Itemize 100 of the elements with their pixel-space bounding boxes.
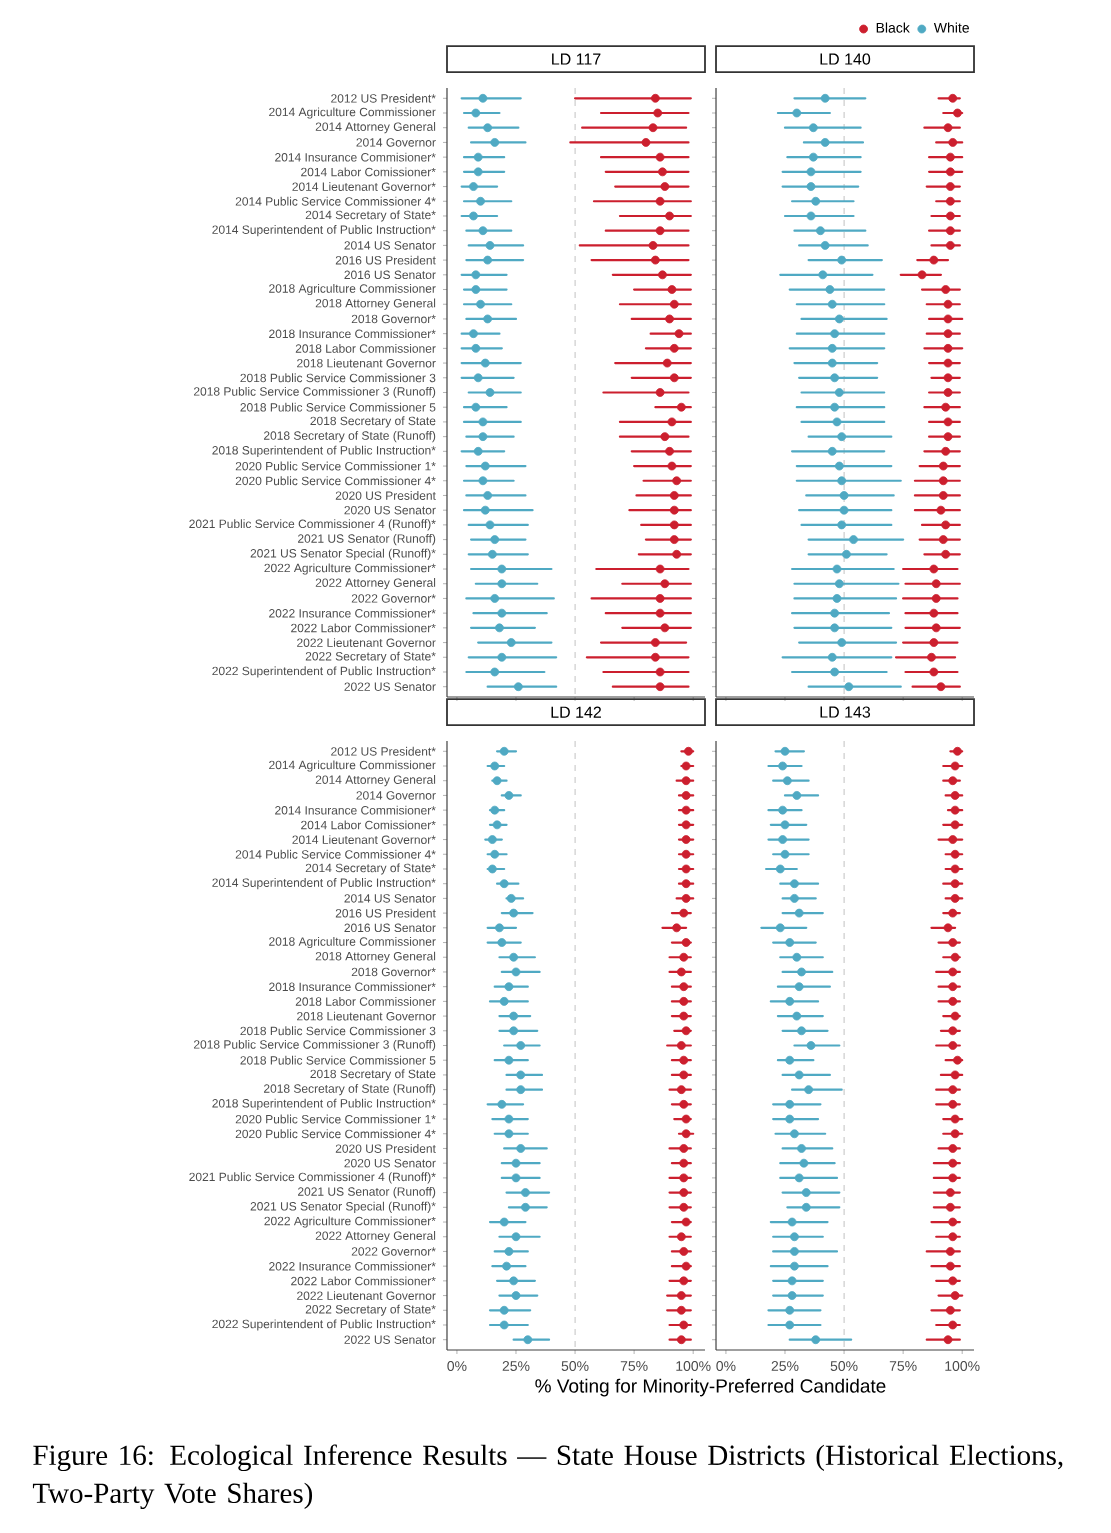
point bbox=[469, 329, 478, 339]
point bbox=[478, 432, 488, 442]
point bbox=[832, 594, 842, 603]
point bbox=[509, 952, 519, 962]
point bbox=[679, 1158, 689, 1168]
point bbox=[660, 182, 670, 191]
point bbox=[806, 182, 816, 191]
point bbox=[497, 608, 507, 618]
point bbox=[471, 108, 481, 118]
point bbox=[681, 820, 691, 830]
point bbox=[834, 388, 844, 397]
y-tick-label: 2018 Secretary of State bbox=[310, 416, 436, 428]
point bbox=[948, 908, 958, 918]
point bbox=[790, 1129, 799, 1139]
point bbox=[945, 1247, 955, 1256]
point bbox=[792, 108, 802, 118]
y-tick-label: 2022 Secretary of State* bbox=[305, 1304, 436, 1316]
point bbox=[834, 314, 844, 324]
point bbox=[485, 520, 495, 530]
y-tick-label: 2018 Public Service Commissioner 5 bbox=[240, 402, 436, 412]
point bbox=[790, 1232, 799, 1242]
point bbox=[787, 1276, 797, 1286]
point bbox=[948, 93, 958, 103]
point bbox=[785, 996, 795, 1006]
y-tick-label: 2018 Secretary of State bbox=[310, 1069, 436, 1081]
point bbox=[650, 638, 660, 647]
point bbox=[669, 535, 679, 544]
point bbox=[676, 967, 686, 977]
point bbox=[674, 329, 684, 339]
point bbox=[832, 564, 842, 574]
y-tick-label: 2014 Insurance Commisioner* bbox=[275, 805, 436, 815]
point bbox=[943, 329, 953, 339]
point bbox=[681, 1217, 691, 1227]
point bbox=[778, 761, 788, 771]
point bbox=[672, 549, 682, 559]
chart-title: LD 140 bbox=[820, 53, 871, 65]
point bbox=[676, 1041, 686, 1050]
point bbox=[943, 432, 953, 442]
point bbox=[511, 1291, 521, 1300]
point bbox=[665, 314, 674, 324]
point bbox=[931, 623, 941, 633]
point bbox=[945, 1202, 955, 1212]
point bbox=[478, 226, 488, 236]
point bbox=[801, 1188, 811, 1198]
point bbox=[794, 982, 804, 992]
point bbox=[516, 1144, 526, 1153]
y-tick-label: 2022 Attorney General bbox=[315, 1231, 436, 1243]
y-tick-label: 2014 Lieutenant Governor* bbox=[292, 182, 436, 191]
point bbox=[490, 805, 500, 815]
y-tick-label: 2018 Labor Commissioner bbox=[295, 996, 436, 1006]
legend-label: White bbox=[933, 22, 969, 33]
point bbox=[787, 1291, 797, 1300]
point bbox=[490, 849, 500, 859]
point bbox=[943, 388, 953, 397]
point bbox=[476, 299, 485, 309]
point bbox=[834, 579, 844, 589]
point bbox=[499, 879, 509, 889]
y-tick-label: 2021 US Senator (Runoff) bbox=[298, 533, 436, 546]
point bbox=[849, 535, 858, 544]
y-tick-label: 2018 Public Service Commissioner 5 bbox=[240, 1055, 436, 1065]
point bbox=[679, 1202, 689, 1212]
point bbox=[669, 373, 679, 383]
point bbox=[948, 1158, 958, 1168]
point bbox=[504, 1247, 514, 1256]
point bbox=[681, 805, 691, 815]
y-tick-label: 2020 US Senator bbox=[344, 505, 436, 515]
point bbox=[945, 1305, 955, 1315]
point bbox=[948, 1099, 958, 1109]
point bbox=[658, 167, 667, 177]
point bbox=[778, 805, 788, 815]
point bbox=[794, 908, 804, 918]
point bbox=[950, 1114, 960, 1124]
point bbox=[655, 667, 665, 677]
point bbox=[806, 211, 816, 221]
point bbox=[950, 1291, 960, 1300]
y-tick-label: 2022 Secretary of State* bbox=[305, 651, 436, 663]
point bbox=[790, 1247, 799, 1256]
point bbox=[785, 1099, 795, 1109]
point bbox=[669, 491, 679, 500]
y-tick-label: 2022 Insurance Commissioner* bbox=[269, 608, 436, 618]
point bbox=[943, 314, 953, 324]
point bbox=[676, 1335, 686, 1345]
point bbox=[948, 996, 958, 1006]
y-tick-label: 2014 Public Service Commissioner 4* bbox=[235, 849, 436, 859]
point bbox=[490, 667, 500, 677]
point bbox=[480, 358, 490, 368]
point bbox=[948, 1276, 958, 1286]
point bbox=[504, 982, 514, 992]
point bbox=[938, 535, 948, 544]
point bbox=[497, 938, 507, 947]
y-tick-label: 2012 US President* bbox=[331, 746, 436, 756]
point bbox=[483, 314, 493, 324]
point bbox=[655, 594, 665, 603]
point bbox=[495, 623, 504, 633]
point bbox=[513, 682, 523, 692]
point bbox=[948, 835, 958, 844]
chart-title: LD 117 bbox=[552, 53, 601, 65]
point bbox=[516, 1041, 526, 1050]
point bbox=[941, 520, 951, 530]
point bbox=[660, 432, 670, 442]
